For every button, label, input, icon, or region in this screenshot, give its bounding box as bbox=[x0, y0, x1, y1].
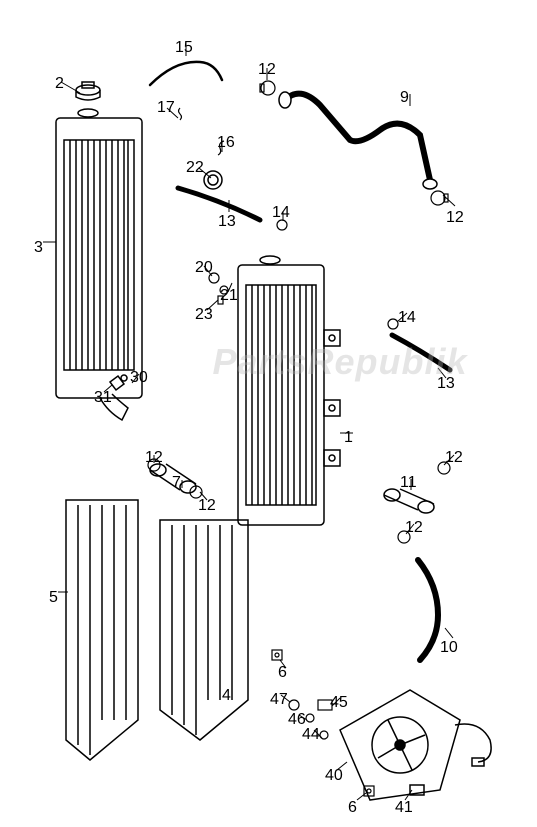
callout-47: 47 bbox=[270, 692, 288, 708]
callout-41: 41 bbox=[395, 800, 413, 816]
callout-45: 45 bbox=[330, 695, 348, 711]
callout-5: 5 bbox=[49, 590, 58, 606]
callout-11: 11 bbox=[400, 475, 417, 491]
callout-12: 12 bbox=[198, 498, 216, 514]
callout-46: 46 bbox=[288, 712, 306, 728]
parts-diagram: 1234566791011121212121212131314141516172… bbox=[0, 0, 537, 827]
diagram-svg bbox=[0, 0, 537, 827]
part-clamp-14 bbox=[277, 220, 398, 329]
callout-12: 12 bbox=[145, 450, 163, 466]
callout-12: 12 bbox=[446, 210, 464, 226]
callout-23: 23 bbox=[195, 307, 213, 323]
part-guard-left bbox=[66, 500, 138, 760]
callout-22: 22 bbox=[186, 160, 204, 176]
callout-12: 12 bbox=[445, 450, 463, 466]
part-hose-9 bbox=[285, 94, 430, 180]
callout-40: 40 bbox=[325, 768, 343, 784]
callout-13: 13 bbox=[218, 214, 236, 230]
callout-9: 9 bbox=[400, 90, 409, 106]
callout-31: 31 bbox=[94, 390, 112, 406]
callout-3: 3 bbox=[34, 240, 43, 256]
callout-6: 6 bbox=[348, 800, 357, 816]
part-hose-10 bbox=[418, 560, 438, 660]
part-radiator-cap bbox=[76, 82, 100, 100]
part-hose-11 bbox=[384, 489, 434, 513]
callout-20: 20 bbox=[195, 260, 213, 276]
callout-14: 14 bbox=[398, 310, 416, 326]
callout-2: 2 bbox=[55, 76, 64, 92]
callout-13: 13 bbox=[437, 376, 455, 392]
part-oring bbox=[204, 171, 222, 189]
part-guard-right bbox=[160, 520, 248, 740]
callout-44: 44 bbox=[302, 727, 320, 743]
callout-16: 16 bbox=[217, 135, 235, 151]
part-right-radiator bbox=[238, 256, 340, 525]
callout-15: 15 bbox=[175, 40, 193, 56]
callout-30: 30 bbox=[130, 370, 148, 386]
part-thermo-switch bbox=[110, 375, 127, 390]
callout-12: 12 bbox=[405, 520, 423, 536]
part-hose-15 bbox=[150, 62, 222, 85]
callout-10: 10 bbox=[440, 640, 458, 656]
callout-12: 12 bbox=[258, 62, 276, 78]
callout-17: 17 bbox=[157, 100, 175, 116]
callout-21: 21 bbox=[220, 288, 238, 304]
callout-14: 14 bbox=[272, 205, 290, 221]
callout-4: 4 bbox=[222, 688, 231, 704]
part-fan bbox=[340, 690, 491, 800]
callout-1: 1 bbox=[344, 430, 353, 446]
callout-7: 7 bbox=[172, 475, 181, 491]
callout-6: 6 bbox=[278, 665, 287, 681]
leader-lines bbox=[43, 42, 455, 800]
